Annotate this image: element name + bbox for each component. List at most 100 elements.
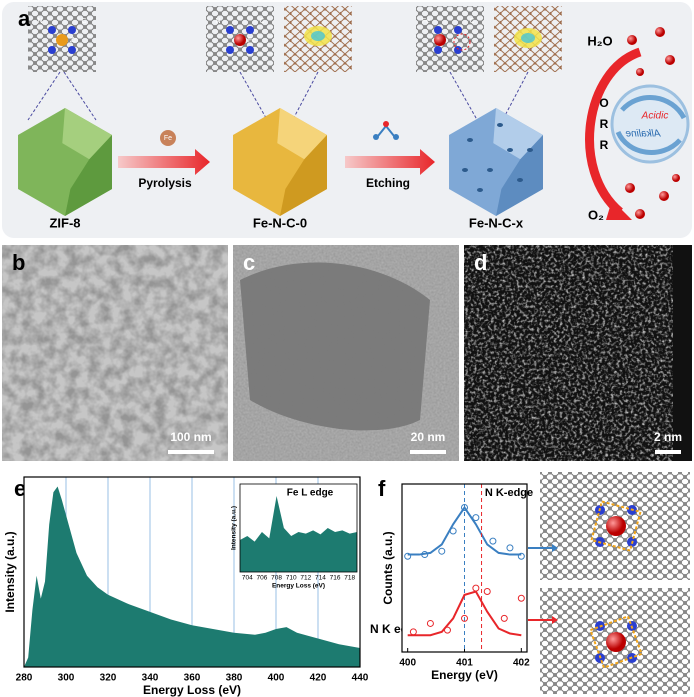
charts: 280 300 320 340 360 380 400 420 440 Energy Loss (… xyxy=(3,476,533,697)
medium-label: Acidic xyxy=(641,111,669,122)
micrograph xyxy=(464,245,692,461)
fit-line xyxy=(407,505,522,556)
data-point xyxy=(489,537,497,545)
data-point xyxy=(404,552,412,560)
scale-bars xyxy=(168,450,681,454)
data-point xyxy=(421,551,429,559)
process-arrows xyxy=(118,121,435,175)
svg-text:C: C xyxy=(81,18,86,25)
data-point xyxy=(472,584,480,592)
plot-frame xyxy=(401,483,528,653)
scale-label: 20 nm xyxy=(411,430,446,444)
data-point xyxy=(472,514,480,522)
panel-label: c xyxy=(243,250,255,275)
area xyxy=(240,496,357,572)
x-tick-label: 280 xyxy=(16,673,33,684)
svg-text:Zn: Zn xyxy=(70,37,78,44)
crystal-face xyxy=(493,108,543,160)
x-tick-label: 300 xyxy=(58,673,75,684)
svg-text:Fe: Fe xyxy=(422,18,430,25)
x-tick-label: 716 xyxy=(330,575,341,582)
data-point xyxy=(426,619,434,627)
pore xyxy=(487,168,493,172)
x-tick-label: 400 xyxy=(399,658,416,669)
x-tick-label: 708 xyxy=(271,575,282,582)
plot-frame xyxy=(239,483,358,573)
structure-models xyxy=(528,472,690,694)
data-point xyxy=(409,628,417,636)
x-axis-label: Energy Loss (eV) xyxy=(272,583,325,590)
scale-label: 2 nm xyxy=(654,430,682,444)
stage-label: ZIF-8 xyxy=(49,215,80,230)
orr-product: H₂O xyxy=(587,33,612,48)
data-point xyxy=(517,552,525,560)
panel-label: d xyxy=(474,250,487,275)
svg-text:C: C xyxy=(469,18,474,25)
crystal-face xyxy=(62,108,112,160)
lattice-insets xyxy=(27,6,562,126)
x-tick-label: 320 xyxy=(100,673,117,684)
pore xyxy=(497,123,503,127)
data-point xyxy=(500,614,508,622)
pore xyxy=(477,188,483,192)
data-point xyxy=(506,544,514,552)
medium-label: Alkaline xyxy=(625,129,661,140)
pore xyxy=(527,148,533,152)
svg-text:Fe: Fe xyxy=(248,37,256,44)
step-label: Pyrolysis xyxy=(138,176,192,190)
fit-line xyxy=(407,590,522,637)
data-point xyxy=(461,504,468,512)
scale-label: 100 nm xyxy=(170,430,211,444)
panel-label: a xyxy=(18,6,31,31)
orr-reactant: O₂ xyxy=(588,207,604,222)
x-tick-label: 714 xyxy=(315,575,326,582)
crystal-face xyxy=(65,135,112,216)
svg-text:N: N xyxy=(215,18,220,25)
panel-label: e xyxy=(14,476,26,501)
chart-title: Fe L edge xyxy=(287,488,334,499)
svg-text:N: N xyxy=(37,18,42,25)
x-tick-label: 704 xyxy=(242,575,253,582)
crystal-face xyxy=(496,135,543,216)
pore xyxy=(507,148,513,152)
orr-letter: R xyxy=(600,138,609,152)
area xyxy=(24,486,360,667)
x-tick-label: 380 xyxy=(226,673,243,684)
panel-label: f xyxy=(378,476,386,501)
chart-title: N K-edge xyxy=(485,487,533,499)
micrograph xyxy=(2,245,228,461)
x-tick-label: 360 xyxy=(184,673,201,684)
x-axis-label: Energy Loss (eV) xyxy=(143,683,241,697)
orr-letter: O xyxy=(599,96,608,110)
y-axis-label: Intensity (a.u.) xyxy=(3,531,17,612)
reagent-label: Fe xyxy=(164,135,172,142)
pore xyxy=(517,178,523,182)
data-point xyxy=(517,594,525,602)
x-tick-label: 402 xyxy=(513,658,530,669)
panel-label: b xyxy=(12,250,25,275)
x-tick-label: 401 xyxy=(456,658,473,669)
data-point xyxy=(461,614,468,622)
plot-frame xyxy=(23,476,361,668)
x-tick-label: 706 xyxy=(257,575,268,582)
x-tick-label: 710 xyxy=(286,575,297,582)
micrograph xyxy=(233,245,459,461)
pore xyxy=(467,138,473,142)
data-point xyxy=(438,547,446,555)
x-tick-label: 420 xyxy=(310,673,327,684)
data-point xyxy=(483,588,491,596)
stage-label: Fe-N-C-x xyxy=(469,215,524,230)
stage-label: Fe-N-C-0 xyxy=(253,215,307,230)
x-tick-label: 712 xyxy=(300,575,311,582)
step-label: Etching xyxy=(366,176,410,190)
svg-text:C: C xyxy=(259,18,264,25)
x-tick-label: 400 xyxy=(268,673,285,684)
y-axis-label: Counts (a.u.) xyxy=(381,531,395,604)
x-tick-label: 340 xyxy=(142,673,159,684)
x-tick-label: 440 xyxy=(352,673,369,684)
x-axis-label: Energy (eV) xyxy=(431,668,498,682)
data-point xyxy=(449,527,457,535)
data-point xyxy=(443,626,451,634)
orr-letter: R xyxy=(600,117,609,131)
